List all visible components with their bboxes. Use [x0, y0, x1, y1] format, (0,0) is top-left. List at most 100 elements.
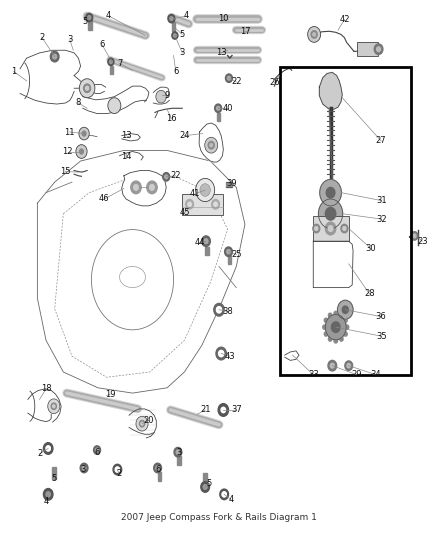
Circle shape [210, 143, 212, 147]
Circle shape [141, 422, 143, 425]
Text: 5: 5 [207, 479, 212, 488]
Circle shape [216, 306, 222, 313]
Text: 13: 13 [216, 49, 226, 58]
Text: 34: 34 [370, 370, 381, 379]
Circle shape [307, 27, 321, 42]
Bar [88, 20, 92, 30]
Circle shape [221, 407, 226, 413]
Text: 4: 4 [106, 12, 111, 20]
Text: 33: 33 [308, 370, 319, 379]
Circle shape [46, 446, 50, 451]
Circle shape [108, 98, 121, 114]
Text: 29: 29 [351, 370, 362, 379]
Text: 25: 25 [231, 250, 241, 259]
Circle shape [212, 199, 219, 209]
Circle shape [80, 463, 88, 473]
Text: 14: 14 [121, 152, 131, 161]
Circle shape [46, 446, 50, 451]
Text: 6: 6 [99, 41, 105, 50]
Text: 37: 37 [231, 406, 242, 415]
Circle shape [315, 227, 318, 230]
Circle shape [208, 141, 214, 149]
Circle shape [79, 79, 95, 98]
Text: 6: 6 [94, 448, 100, 457]
Text: 3: 3 [177, 448, 182, 457]
Text: 45: 45 [179, 208, 190, 217]
Bar [182, 193, 223, 215]
Polygon shape [199, 123, 223, 162]
Circle shape [203, 484, 207, 489]
Text: 46: 46 [99, 195, 110, 204]
Text: 5: 5 [51, 474, 57, 483]
Circle shape [186, 199, 194, 209]
Circle shape [150, 184, 154, 190]
Circle shape [156, 466, 159, 470]
Circle shape [196, 179, 215, 201]
Circle shape [217, 307, 221, 312]
Circle shape [168, 14, 175, 23]
Circle shape [313, 33, 315, 36]
Text: 4: 4 [184, 12, 189, 20]
Circle shape [204, 239, 208, 244]
Circle shape [79, 127, 89, 140]
Circle shape [43, 443, 53, 454]
Circle shape [318, 199, 343, 229]
Text: 41: 41 [190, 189, 201, 198]
Circle shape [113, 464, 122, 475]
Circle shape [219, 351, 223, 357]
Text: 26: 26 [269, 78, 280, 87]
Text: 4: 4 [43, 497, 49, 506]
Circle shape [343, 227, 346, 230]
Text: 43: 43 [225, 352, 235, 361]
Circle shape [374, 44, 383, 54]
Circle shape [165, 175, 168, 179]
Text: 30: 30 [365, 244, 376, 253]
Circle shape [205, 138, 218, 153]
Polygon shape [122, 171, 166, 206]
Text: 32: 32 [376, 214, 386, 223]
Text: 4: 4 [229, 495, 234, 504]
Circle shape [53, 405, 55, 408]
Circle shape [320, 180, 341, 206]
Circle shape [326, 188, 335, 198]
Circle shape [163, 173, 170, 181]
Text: 1: 1 [11, 67, 16, 76]
Bar [226, 182, 232, 188]
Circle shape [172, 32, 178, 39]
Circle shape [227, 76, 230, 80]
Circle shape [311, 31, 317, 38]
Circle shape [221, 407, 226, 413]
Circle shape [330, 364, 334, 368]
Circle shape [227, 249, 230, 254]
Circle shape [324, 318, 328, 322]
Text: 10: 10 [218, 14, 229, 23]
Text: 21: 21 [200, 406, 210, 415]
Text: 8: 8 [76, 99, 81, 108]
Text: 15: 15 [60, 167, 71, 176]
Text: 5: 5 [82, 17, 88, 26]
Circle shape [216, 107, 220, 110]
Circle shape [344, 332, 347, 336]
Circle shape [345, 361, 353, 370]
Polygon shape [319, 72, 342, 109]
Text: 3: 3 [80, 465, 85, 474]
Text: 27: 27 [376, 136, 386, 146]
Text: 44: 44 [194, 238, 205, 247]
Circle shape [110, 60, 112, 63]
Text: 38: 38 [222, 307, 233, 316]
Circle shape [341, 224, 348, 233]
Circle shape [325, 222, 336, 235]
Circle shape [411, 232, 418, 240]
Circle shape [79, 148, 84, 155]
Circle shape [214, 202, 217, 206]
Bar [357, 42, 378, 55]
Circle shape [222, 492, 226, 497]
Text: 2: 2 [39, 33, 44, 42]
Text: 2: 2 [116, 469, 121, 478]
Circle shape [147, 181, 157, 193]
Bar [313, 216, 349, 241]
Bar [279, 67, 411, 375]
Circle shape [134, 184, 138, 190]
Text: 3: 3 [180, 49, 185, 58]
Text: 40: 40 [223, 104, 233, 113]
